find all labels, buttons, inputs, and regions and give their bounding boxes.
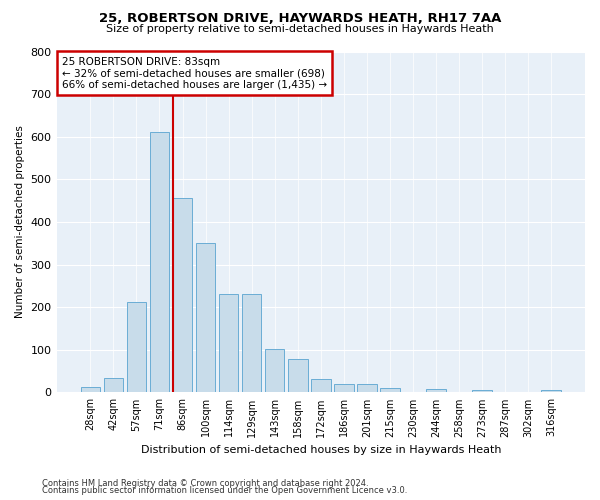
Y-axis label: Number of semi-detached properties: Number of semi-detached properties xyxy=(15,126,25,318)
Bar xyxy=(311,379,331,392)
Bar xyxy=(104,378,123,392)
Text: Contains HM Land Registry data © Crown copyright and database right 2024.: Contains HM Land Registry data © Crown c… xyxy=(42,478,368,488)
Bar xyxy=(472,390,492,392)
Bar xyxy=(196,244,215,392)
Bar xyxy=(242,294,262,392)
Text: Contains public sector information licensed under the Open Government Licence v3: Contains public sector information licen… xyxy=(42,486,407,495)
Bar xyxy=(288,359,308,392)
Text: 25 ROBERTSON DRIVE: 83sqm
← 32% of semi-detached houses are smaller (698)
66% of: 25 ROBERTSON DRIVE: 83sqm ← 32% of semi-… xyxy=(62,56,327,90)
Bar xyxy=(219,294,238,392)
Bar xyxy=(173,198,193,392)
Bar xyxy=(127,302,146,392)
Bar xyxy=(149,132,169,392)
Bar xyxy=(380,388,400,392)
Text: 25, ROBERTSON DRIVE, HAYWARDS HEATH, RH17 7AA: 25, ROBERTSON DRIVE, HAYWARDS HEATH, RH1… xyxy=(99,12,501,26)
Bar xyxy=(265,348,284,393)
Bar xyxy=(426,389,446,392)
X-axis label: Distribution of semi-detached houses by size in Haywards Heath: Distribution of semi-detached houses by … xyxy=(140,445,501,455)
Text: Size of property relative to semi-detached houses in Haywards Heath: Size of property relative to semi-detach… xyxy=(106,24,494,34)
Bar xyxy=(80,388,100,392)
Bar xyxy=(357,384,377,392)
Bar xyxy=(541,390,561,392)
Bar xyxy=(334,384,353,392)
